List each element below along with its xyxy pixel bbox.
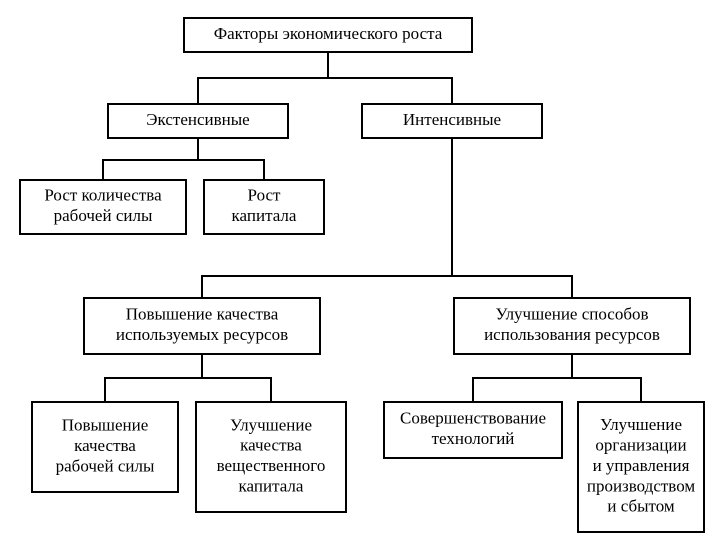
node-label: вещественного: [217, 456, 326, 475]
node-u_org: Улучшение организациии управленияпроизвод…: [578, 402, 704, 532]
edge-6: [105, 354, 202, 402]
node-intensive: Интенсивные: [362, 104, 542, 138]
node-int_quality: Повышение качестваиспользуемых ресурсов: [84, 298, 320, 354]
node-label: Улучшение: [230, 415, 312, 434]
node-label: использования ресурсов: [484, 325, 660, 344]
edge-5: [452, 138, 572, 298]
node-ext_capital: Росткапитала: [204, 180, 324, 234]
node-label: Факторы экономического роста: [214, 24, 443, 43]
node-label: Экстенсивные: [146, 110, 249, 129]
node-label: используемых ресурсов: [116, 325, 288, 344]
node-label: качества: [74, 436, 136, 455]
node-label: производством: [587, 476, 696, 495]
edge-1: [328, 52, 452, 104]
node-label: капитала: [239, 477, 304, 496]
node-q_capital: Улучшение качествавещественного капитала: [196, 402, 346, 512]
node-u_tech: Совершенствованиетехнологий: [384, 402, 562, 458]
node-int_usage: Улучшение способовиспользования ресурсов: [454, 298, 690, 354]
edge-7: [202, 354, 271, 402]
edge-9: [572, 354, 641, 402]
node-label: Повышение: [62, 416, 149, 435]
node-root: Факторы экономического роста: [184, 18, 472, 52]
node-label: Улучшение: [600, 415, 682, 434]
node-label: Рост: [248, 186, 282, 205]
node-label: Совершенствование: [400, 409, 546, 428]
edge-2: [103, 138, 198, 180]
node-label: Интенсивные: [403, 110, 501, 129]
node-label: Улучшение способов: [495, 305, 648, 324]
node-label: качества: [240, 436, 302, 455]
node-label: рабочей силы: [56, 456, 155, 475]
node-label: капитала: [232, 206, 297, 225]
node-label: Рост количества: [44, 186, 162, 205]
node-label: и сбытом: [607, 497, 675, 516]
node-label: рабочей силы: [54, 206, 153, 225]
edge-3: [198, 138, 264, 180]
node-ext_labor: Рост количестварабочей силы: [20, 180, 186, 234]
node-label: организации: [595, 436, 686, 455]
node-label: технологий: [432, 429, 515, 448]
node-q_labor: Повышениекачестварабочей силы: [32, 402, 178, 492]
edge-8: [473, 354, 572, 402]
edge-0: [198, 52, 328, 104]
node-label: Повышение качества: [126, 305, 279, 324]
node-label: и управления: [593, 456, 690, 475]
node-extensive: Экстенсивные: [108, 104, 288, 138]
hierarchy-diagram: Факторы экономического роста Экстенсивные…: [0, 0, 722, 552]
